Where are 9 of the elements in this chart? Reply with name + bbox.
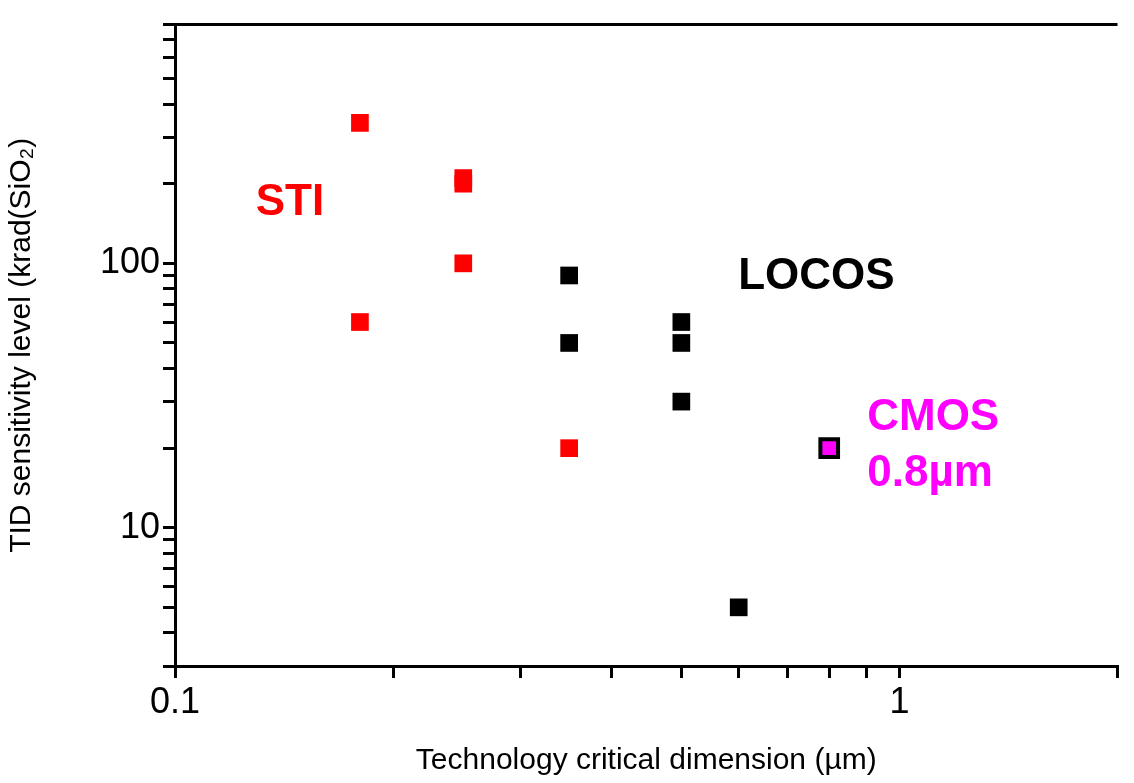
series-label: STI [255,174,325,224]
y-tick-label: 10 [119,504,160,546]
y-axis-title: TID sensitivity level (krad(SiO₂) [3,137,37,553]
series-label: CMOS 0.8µm [867,390,1000,496]
x-tick-label: 0.1 [149,679,201,721]
x-tick-label: 1 [889,679,910,721]
x-axis-title: Technology critical dimension (µm) [415,742,877,776]
y-tick-label: 100 [99,240,160,282]
series-label: LOCOS [738,249,895,299]
